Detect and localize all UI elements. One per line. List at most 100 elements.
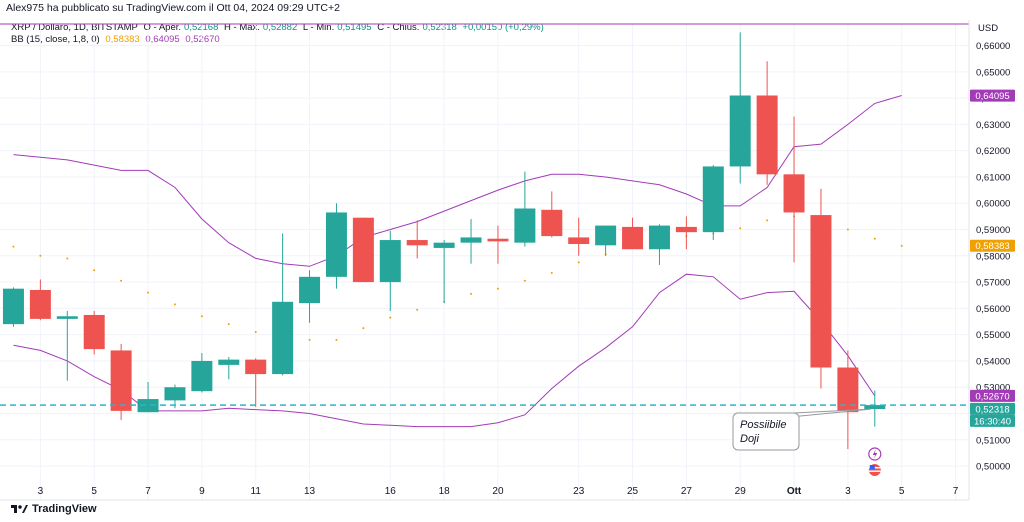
price-axis-tag-label: 0,52318	[975, 404, 1009, 415]
bb-label: BB (15, close, 1,8, 0)	[11, 34, 100, 45]
y-tick-label: 0,56000	[976, 304, 1010, 315]
x-tick-label: 13	[304, 486, 316, 497]
candle-body	[675, 226, 697, 233]
y-tick-label: 0,66000	[976, 41, 1010, 52]
x-tick-label: 3	[38, 486, 44, 497]
candle-body	[29, 289, 51, 319]
x-tick-label: 29	[735, 486, 747, 497]
price-axis-tag	[970, 239, 1015, 252]
y-tick-label: 0,51000	[976, 435, 1010, 446]
candle-body	[702, 166, 724, 233]
candle-body	[541, 209, 563, 237]
y-tick-label: 0,59000	[976, 225, 1010, 236]
x-tick-label: 25	[627, 486, 639, 497]
bb-basis-point	[846, 228, 849, 231]
x-tick-label: 7	[145, 486, 151, 497]
candle-body	[568, 237, 590, 244]
x-tick-label: 11	[251, 486, 262, 497]
candle-body	[460, 237, 482, 243]
bb-legend[interactable]: BB (15, close, 1,8, 0) 0,58383 0,64095 0…	[11, 34, 223, 45]
bb-upper-value: 0,64095	[145, 34, 180, 45]
change-value: +0,00150 (+0,29%)	[462, 22, 544, 33]
bb-basis-point	[577, 261, 580, 264]
bb-basis-point	[739, 227, 742, 230]
bb-basis-point	[66, 257, 69, 260]
y-tick-label: 0,58000	[976, 251, 1010, 262]
bb-basis-point	[227, 323, 230, 326]
currency-label: USD	[978, 23, 998, 34]
bb-basis-point	[766, 219, 769, 222]
bb-basis-point	[12, 245, 15, 248]
candle-body	[299, 276, 321, 304]
candle-body	[352, 217, 374, 283]
y-tick-label: 0,60000	[976, 199, 1010, 210]
symbol-label[interactable]: XRP / Dollaro, 1D, BITSTAMP	[11, 22, 138, 33]
y-tick-label: 0,50000	[976, 462, 1010, 473]
candle-body	[245, 359, 267, 375]
y-tick-label: 0,63000	[976, 120, 1010, 131]
bb-basis-point	[254, 331, 257, 334]
candle-body	[191, 360, 213, 392]
countdown-label: 16:30:40	[974, 416, 1011, 427]
bb-basis-point	[470, 292, 473, 295]
close-label: C - Chius.	[377, 22, 420, 33]
candle-body	[56, 316, 78, 319]
annotation-pointer-mask	[734, 418, 764, 424]
price-axis-tag-label: 0,64095	[975, 91, 1009, 102]
annotation-line1: Possiibile	[740, 419, 786, 431]
x-tick-label: 9	[199, 486, 205, 497]
x-tick-label: 7	[953, 486, 959, 497]
bb-basis-point	[335, 338, 338, 341]
candle-body	[433, 242, 455, 248]
x-tick-label: Ott	[787, 486, 802, 497]
candle-body	[837, 367, 859, 413]
x-tick-label: 18	[439, 486, 451, 497]
low-value: 0,51495	[337, 22, 372, 33]
bb-basis-point	[496, 287, 499, 290]
candle-body	[137, 399, 159, 413]
bb-basis-point	[39, 254, 42, 257]
price-axis-tag	[970, 389, 1015, 402]
candle-body	[406, 240, 428, 246]
candle-body	[83, 314, 105, 350]
bb-basis-point	[173, 303, 176, 306]
candle-body	[325, 212, 347, 277]
bb-basis-point	[362, 327, 365, 330]
low-label: L - Min.	[302, 22, 335, 33]
x-tick-label: 5	[899, 486, 905, 497]
candle-body	[595, 225, 617, 246]
bb-lower-value: 0,52670	[185, 34, 220, 45]
flag-stripe	[868, 470, 881, 472]
candle-body	[379, 240, 401, 283]
tradingview-logo-icon	[11, 505, 28, 513]
y-tick-label: 0,57000	[976, 278, 1010, 289]
candle-body	[729, 95, 751, 167]
x-tick-label: 3	[845, 486, 851, 497]
open-label: O - Aper.	[143, 22, 182, 33]
candle-body	[2, 288, 24, 325]
candle-body	[810, 215, 832, 368]
price-axis-tag-label: 0,52670	[975, 391, 1009, 402]
price-axis-tag-label: 0,58383	[975, 241, 1009, 252]
high-value: 0,52882	[262, 22, 298, 33]
x-tick-label: 20	[492, 486, 504, 497]
price-axis-tag	[970, 402, 1015, 415]
y-tick-label: 0,53000	[976, 383, 1010, 394]
candle-body	[783, 174, 805, 213]
bb-basis-value: 0,58383	[105, 34, 140, 45]
annotation-line2: Doji	[740, 433, 760, 445]
bb-basis-point	[389, 316, 392, 319]
brand-label: TradingView	[32, 503, 97, 515]
candle-body	[648, 225, 670, 250]
flag-canton	[869, 465, 875, 470]
countdown-tag	[970, 414, 1015, 427]
candle-body	[218, 359, 240, 365]
candle-body	[272, 301, 294, 375]
candle-body	[756, 95, 778, 175]
lightning-glyph	[872, 449, 878, 459]
bb-basis-point	[900, 244, 903, 247]
candle-body	[487, 238, 509, 242]
x-tick-label: 16	[385, 486, 397, 497]
y-tick-label: 0,55000	[976, 330, 1010, 341]
